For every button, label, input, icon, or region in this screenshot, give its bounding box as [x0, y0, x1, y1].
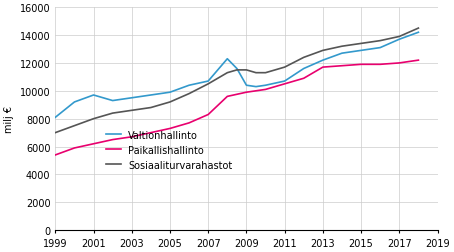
Sosiaaliturvarahastot [339, 46, 345, 49]
Sosiaaliturvarahastot [167, 101, 173, 104]
Paikallishallinto [301, 77, 306, 80]
Paikallishallinto [339, 65, 345, 68]
Valtionhallinto [358, 50, 364, 53]
Sosiaaliturvarahastot [110, 112, 115, 115]
Valtionhallinto [377, 47, 383, 50]
Valtionhallinto [110, 100, 115, 103]
Sosiaaliturvarahastot [187, 93, 192, 96]
Valtionhallinto [72, 101, 77, 104]
Valtionhallinto [301, 68, 306, 71]
Sosiaaliturvarahastot [206, 83, 211, 86]
Valtionhallinto [167, 91, 173, 94]
Paikallishallinto [187, 122, 192, 125]
Paikallishallinto [225, 96, 230, 99]
Valtionhallinto [187, 84, 192, 87]
Sosiaaliturvarahastot [320, 50, 326, 53]
Valtionhallinto [53, 116, 58, 119]
Valtionhallinto [339, 52, 345, 55]
Paikallishallinto [397, 62, 402, 65]
Sosiaaliturvarahastot [282, 66, 287, 69]
Sosiaaliturvarahastot [301, 57, 306, 60]
Paikallishallinto [416, 59, 421, 62]
Paikallishallinto [91, 143, 96, 146]
Sosiaaliturvarahastot [263, 72, 268, 75]
Valtionhallinto [263, 84, 268, 87]
Line: Sosiaaliturvarahastot: Sosiaaliturvarahastot [55, 29, 419, 133]
Valtionhallinto [416, 32, 421, 35]
Valtionhallinto [234, 68, 240, 71]
Paikallishallinto [110, 139, 115, 142]
Paikallishallinto [358, 64, 364, 67]
Line: Paikallishallinto: Paikallishallinto [55, 61, 419, 155]
Paikallishallinto [167, 128, 173, 131]
Sosiaaliturvarahastot [225, 72, 230, 75]
Paikallishallinto [129, 136, 134, 139]
Sosiaaliturvarahastot [53, 132, 58, 135]
Sosiaaliturvarahastot [358, 43, 364, 46]
Valtionhallinto [129, 97, 134, 100]
Sosiaaliturvarahastot [72, 125, 77, 128]
Valtionhallinto [320, 59, 326, 62]
Paikallishallinto [263, 88, 268, 91]
Y-axis label: milj €: milj € [4, 106, 14, 133]
Paikallishallinto [72, 147, 77, 150]
Paikallishallinto [244, 91, 249, 94]
Valtionhallinto [282, 80, 287, 83]
Valtionhallinto [244, 84, 249, 87]
Sosiaaliturvarahastot [148, 107, 153, 110]
Sosiaaliturvarahastot [397, 36, 402, 39]
Paikallishallinto [320, 66, 326, 69]
Paikallishallinto [148, 132, 153, 135]
Valtionhallinto [253, 86, 259, 89]
Valtionhallinto [206, 80, 211, 83]
Line: Valtionhallinto: Valtionhallinto [55, 33, 419, 118]
Valtionhallinto [148, 94, 153, 97]
Paikallishallinto [377, 64, 383, 67]
Sosiaaliturvarahastot [377, 40, 383, 43]
Sosiaaliturvarahastot [234, 69, 240, 72]
Valtionhallinto [91, 94, 96, 97]
Sosiaaliturvarahastot [244, 69, 249, 72]
Sosiaaliturvarahastot [91, 118, 96, 121]
Sosiaaliturvarahastot [416, 27, 421, 30]
Paikallishallinto [282, 83, 287, 86]
Paikallishallinto [53, 154, 58, 157]
Legend: Valtionhallinto, Paikallishallinto, Sosiaaliturvarahastot: Valtionhallinto, Paikallishallinto, Sosi… [106, 130, 232, 170]
Paikallishallinto [206, 114, 211, 117]
Sosiaaliturvarahastot [253, 72, 259, 75]
Valtionhallinto [397, 39, 402, 42]
Sosiaaliturvarahastot [129, 109, 134, 112]
Valtionhallinto [225, 58, 230, 61]
Valtionhallinto [215, 69, 221, 72]
